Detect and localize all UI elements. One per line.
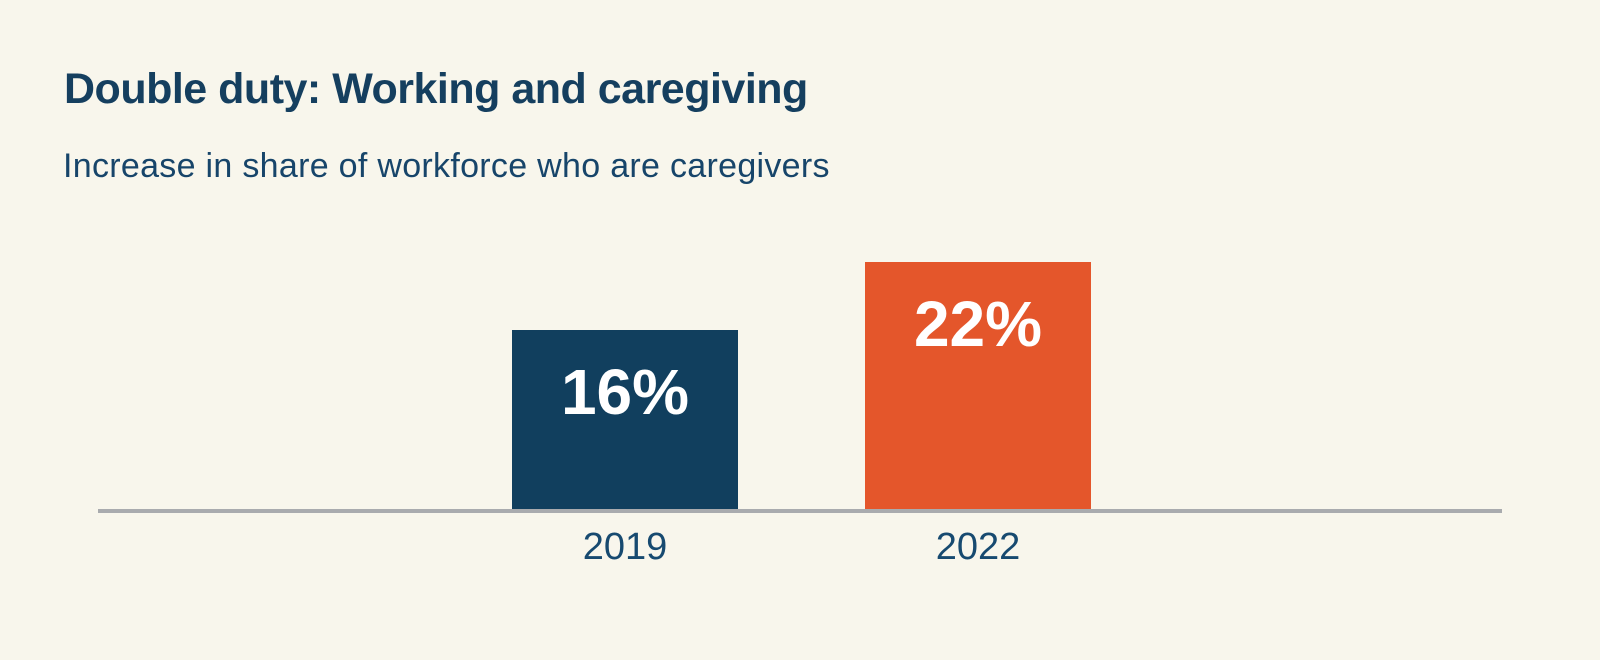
chart-title: Double duty: Working and caregiving [64,65,808,113]
chart-subtitle: Increase in share of workforce who are c… [63,147,830,185]
bar-2019: 16% [512,330,738,511]
bar-value-2019: 16% [560,356,690,428]
x-axis-label-2022: 2022 [935,526,1021,568]
x-axis-label-2019: 2019 [582,526,668,568]
bar-value-2022: 22% [913,288,1043,360]
bar-2022: 22% [865,262,1091,511]
x-axis-line [98,509,1502,513]
